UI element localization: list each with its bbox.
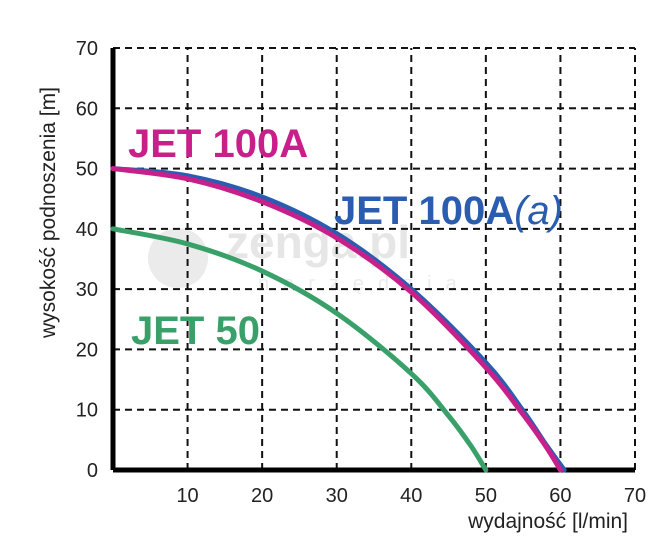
y-axis-label: wysokość podnoszenia [m] bbox=[37, 87, 60, 339]
x-axis-label: wydajność [l/min] bbox=[467, 510, 628, 533]
series-label-jet-50: JET 50 bbox=[131, 309, 260, 353]
x-tick-label: 50 bbox=[475, 485, 497, 507]
x-tick-label: 10 bbox=[176, 485, 198, 507]
y-tick-label: 40 bbox=[76, 219, 98, 241]
y-tick-label: 30 bbox=[76, 279, 98, 301]
series-curves bbox=[110, 166, 567, 473]
y-tick-label: 60 bbox=[76, 98, 98, 120]
x-tick-label: 70 bbox=[624, 485, 646, 507]
series-curve-1 bbox=[110, 166, 563, 473]
y-tick-labels: 0 10 20 30 40 50 60 70 bbox=[76, 38, 98, 482]
series-label-jet-100a-text: JET 100A bbox=[128, 122, 308, 166]
y-tick-label: 0 bbox=[87, 460, 98, 482]
series-label-jet-100a: JET 100A bbox=[128, 122, 308, 166]
series-label-jet-100a-a-suffix: (a) bbox=[514, 189, 563, 233]
grid bbox=[113, 47, 636, 470]
y-tick-label: 70 bbox=[76, 38, 98, 60]
series-label-jet-100a-a: JET 100A(a) bbox=[334, 189, 563, 233]
series-curve-2 bbox=[110, 226, 489, 473]
y-tick-label: 10 bbox=[76, 400, 98, 422]
x-tick-label: 40 bbox=[400, 485, 422, 507]
axes bbox=[110, 48, 635, 473]
y-tick-label: 20 bbox=[76, 339, 98, 361]
x-tick-label: 60 bbox=[549, 485, 571, 507]
x-tick-label: 20 bbox=[251, 485, 273, 507]
x-tick-label: 30 bbox=[326, 485, 348, 507]
series-label-jet-100a-a-text: JET 100A bbox=[334, 189, 514, 233]
series-label-jet-50-text: JET 50 bbox=[131, 309, 260, 353]
x-tick-labels: 10 20 30 40 50 60 70 bbox=[176, 485, 646, 507]
y-tick-label: 50 bbox=[76, 159, 98, 181]
